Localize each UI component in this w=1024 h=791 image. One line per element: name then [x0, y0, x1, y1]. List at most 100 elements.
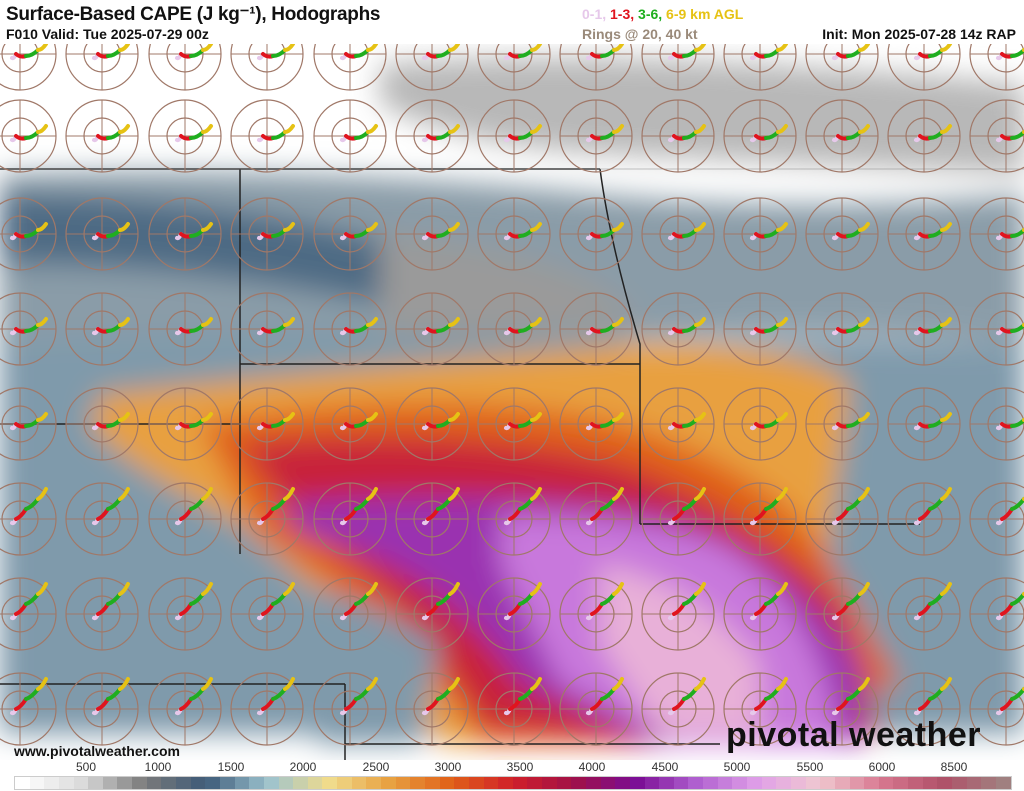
colorbar-cell — [527, 777, 543, 789]
hodograph — [148, 197, 222, 271]
map-title: Surface-Based CAPE (J kg⁻¹), Hodographs — [6, 4, 381, 25]
hodograph — [0, 577, 57, 651]
cb-label: 3500 — [506, 760, 534, 774]
hodograph — [313, 292, 387, 366]
colorbar-cell — [688, 777, 704, 789]
hodograph — [887, 44, 961, 91]
hodograph — [805, 197, 879, 271]
hodograph — [395, 672, 469, 746]
valid-time: F010 Valid: Tue 2025-07-29 00z — [6, 26, 209, 42]
colorbar-cell — [454, 777, 469, 789]
hodograph — [723, 44, 797, 91]
hodograph — [65, 292, 139, 366]
hodograph — [477, 672, 551, 746]
hodograph — [395, 44, 469, 91]
colorbar-cell — [381, 777, 396, 789]
colorbar-cell — [117, 777, 133, 789]
colorbar-cell — [322, 777, 338, 789]
hodograph — [230, 577, 304, 651]
hodograph — [230, 197, 304, 271]
hodograph — [723, 292, 797, 366]
hodograph — [148, 292, 222, 366]
hodograph — [969, 197, 1024, 271]
hodograph — [395, 577, 469, 651]
hodograph — [887, 577, 961, 651]
hodograph — [0, 197, 57, 271]
hodograph — [723, 672, 797, 746]
colorbar-cell — [820, 777, 835, 789]
colorbar-cell — [395, 777, 411, 789]
colorbar-cell — [761, 777, 777, 789]
hodograph-grid — [0, 44, 1024, 746]
hodograph — [0, 672, 57, 746]
hodograph — [969, 292, 1024, 366]
colorbar-cell — [673, 777, 689, 789]
colorbar-cell — [468, 777, 484, 789]
colorbar-cell — [293, 777, 308, 789]
colorbar-cell — [307, 777, 323, 789]
hodograph — [0, 482, 57, 556]
colorbar-cell — [73, 777, 89, 789]
colorbar-cell — [790, 777, 806, 789]
colorbar-cell — [571, 777, 586, 789]
colorbar-cell — [952, 777, 967, 789]
hodograph — [148, 577, 222, 651]
hodograph — [887, 197, 961, 271]
hodograph — [723, 197, 797, 271]
hodograph — [0, 387, 57, 461]
colorbar-cell — [366, 777, 382, 789]
hodograph — [559, 577, 633, 651]
colorbar — [14, 776, 1012, 790]
hodograph — [723, 387, 797, 461]
hodograph — [805, 292, 879, 366]
header: Surface-Based CAPE (J kg⁻¹), Hodographs … — [0, 0, 1024, 44]
hodograph — [65, 387, 139, 461]
colorbar-cell — [410, 777, 425, 789]
colorbar-cell — [776, 777, 791, 789]
legend-0-1km: 0-1, — [582, 6, 607, 22]
hodograph — [0, 44, 57, 91]
colorbar-cell — [132, 777, 147, 789]
colorbar-cell — [659, 777, 674, 789]
hodograph — [65, 197, 139, 271]
legend-6-9km: 6-9 km AGL — [666, 6, 744, 22]
hodograph — [805, 672, 879, 746]
cb-label: 5000 — [723, 760, 751, 774]
colorbar-cell — [146, 777, 162, 789]
hodograph — [477, 482, 551, 556]
cb-label: 6000 — [868, 760, 896, 774]
colorbar-cell — [981, 777, 996, 789]
legend-3-6km: 3-6, — [638, 6, 663, 22]
hodograph — [313, 672, 387, 746]
hodograph — [148, 44, 222, 91]
colorbar-cell — [600, 777, 616, 789]
hodograph — [313, 577, 387, 651]
hodograph — [723, 577, 797, 651]
hodograph — [0, 292, 57, 366]
cape-field — [0, 57, 1024, 744]
hodograph — [148, 482, 222, 556]
hodograph — [230, 672, 304, 746]
hodograph — [969, 44, 1024, 91]
colorbar-cell — [937, 777, 952, 789]
colorbar-cell — [966, 777, 982, 789]
hodograph — [805, 482, 879, 556]
hodograph — [641, 577, 715, 651]
hodograph — [969, 387, 1024, 461]
colorbar-cell — [234, 777, 250, 789]
colorbar-cell — [615, 777, 630, 789]
hodograph — [477, 577, 551, 651]
hodograph — [65, 672, 139, 746]
hodograph — [641, 99, 715, 173]
hodograph — [148, 99, 222, 173]
colorbar-cell — [644, 777, 660, 789]
cb-label: 2500 — [362, 760, 390, 774]
hodograph — [805, 577, 879, 651]
hodograph — [477, 99, 551, 173]
colorbar-cell — [995, 777, 1011, 789]
hodograph — [723, 99, 797, 173]
hodograph — [65, 99, 139, 173]
colorbar-cell — [249, 777, 264, 789]
website-label[interactable]: www.pivotalweather.com — [14, 743, 180, 759]
hodograph — [969, 482, 1024, 556]
